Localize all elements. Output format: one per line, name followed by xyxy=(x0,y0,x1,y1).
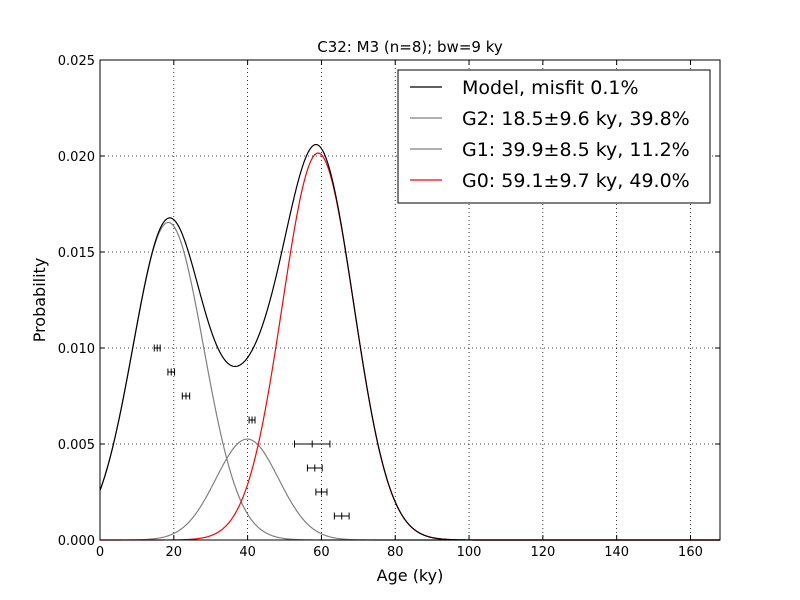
plot-frame xyxy=(99,59,721,541)
series-line-0 xyxy=(99,143,720,541)
x-tick-label: 20 xyxy=(166,545,183,560)
sample-errorbar xyxy=(167,368,176,376)
x-tick-label: 60 xyxy=(313,545,330,560)
legend-label: G1: 39.9±8.5 ky, 11.2% xyxy=(462,139,690,161)
legend: Model, misfit 0.1% G2: 18.5±9.6 ky, 39.8%… xyxy=(397,69,711,204)
sample-errorbar xyxy=(293,440,331,448)
legend-label: G2: 18.5±9.6 ky, 39.8% xyxy=(462,108,690,130)
x-tick-label: 140 xyxy=(604,545,629,560)
y-tick-label: 0.020 xyxy=(58,150,95,165)
sample-errorbar xyxy=(153,344,161,352)
legend-label: G0: 59.1±9.7 ky, 49.0% xyxy=(462,170,690,192)
y-tick-label: 0.015 xyxy=(58,246,95,261)
y-tick-label: 0.000 xyxy=(58,534,95,549)
sample-errorbar xyxy=(248,416,256,424)
sample-layer xyxy=(153,344,350,520)
sample-errorbar xyxy=(181,392,191,400)
y-tick-label: 0.005 xyxy=(58,438,95,453)
sample-errorbar xyxy=(315,488,328,496)
x-tick-label: 80 xyxy=(387,545,404,560)
y-axis-label: Probability xyxy=(30,258,49,343)
x-axis-label: Age (ky) xyxy=(377,566,444,585)
tick-layer: 0 20 40 60 80 100 120 140 160 0.000 0.005 0.010 0.01… xyxy=(58,54,720,560)
chart-title: C32: M3 (n=8); bw=9 ky xyxy=(317,38,503,56)
legend-item: G1: 39.9±8.5 ky, 11.2% xyxy=(410,139,690,161)
x-tick-label: 0 xyxy=(96,545,104,560)
legend-item: G0: 59.1±9.7 ky, 49.0% xyxy=(410,170,690,192)
x-tick-label: 120 xyxy=(530,545,555,560)
x-tick-label: 160 xyxy=(678,545,703,560)
x-tick-label: 40 xyxy=(239,545,256,560)
sample-errorbar xyxy=(306,464,323,472)
y-tick-label: 0.010 xyxy=(58,342,95,357)
series-line-1 xyxy=(99,221,720,541)
legend-box xyxy=(397,69,711,204)
sample-errorbar xyxy=(333,512,350,520)
legend-item: Model, misfit 0.1% xyxy=(410,77,639,99)
y-tick-label: 0.025 xyxy=(58,54,95,69)
legend-label: Model, misfit 0.1% xyxy=(462,77,639,99)
x-tick-label: 100 xyxy=(457,545,482,560)
series-line-3 xyxy=(100,152,720,541)
legend-item: G2: 18.5±9.6 ky, 39.8% xyxy=(410,108,690,130)
curve-layer xyxy=(99,143,720,541)
